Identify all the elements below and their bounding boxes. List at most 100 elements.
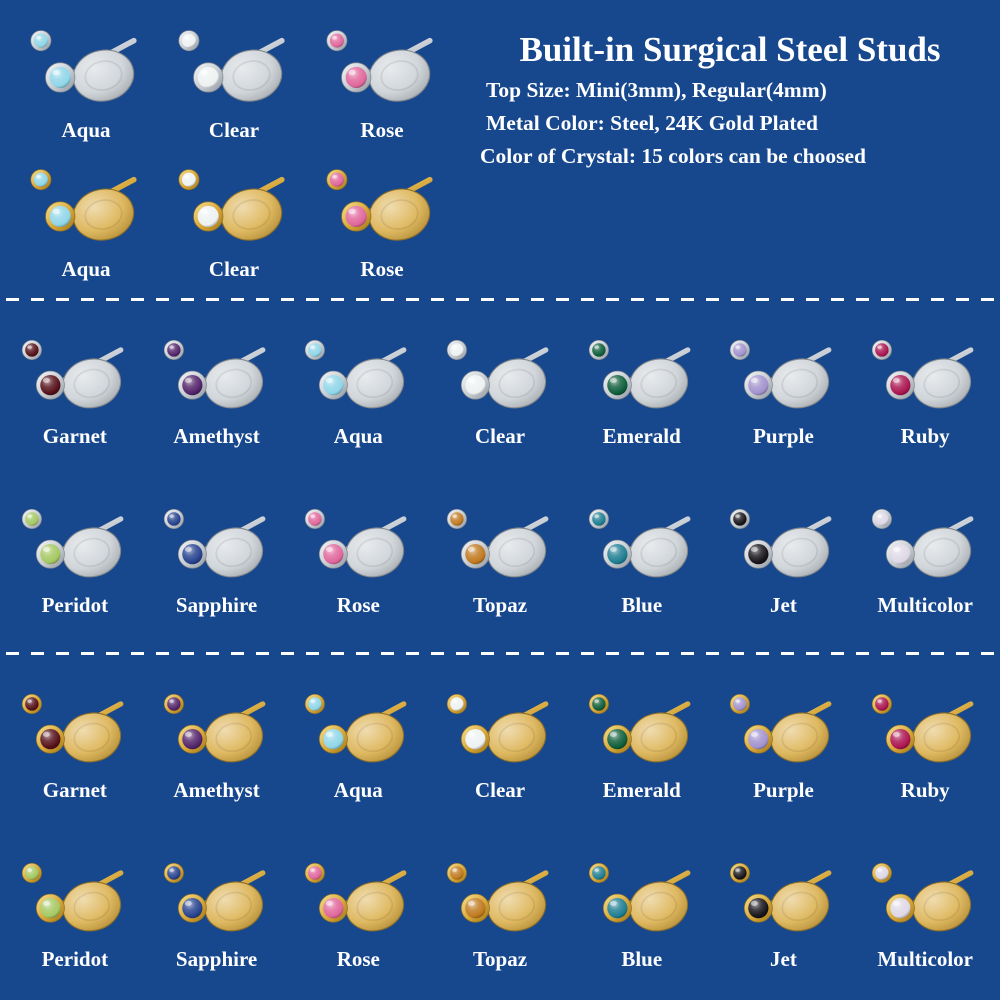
gem (748, 728, 769, 750)
loose-gem (875, 512, 889, 526)
earring-back-ring (781, 537, 819, 568)
loose-gem (733, 512, 748, 526)
stud-label: Multicolor (877, 947, 973, 972)
gold-studs-section: Garnet Amethyst Aqua (0, 661, 1000, 1000)
stud-item-steel-blue: Blue (571, 477, 713, 647)
stud-label: Clear (474, 423, 526, 448)
earring-back-ring (214, 891, 252, 922)
stud-photo (730, 693, 832, 763)
gem (465, 898, 486, 919)
stud-item-steel-jet: Jet (713, 477, 855, 647)
gem-highlight (751, 546, 759, 553)
gem-highlight (326, 900, 334, 907)
loose-gem (25, 512, 39, 526)
earring-back-disc (912, 712, 972, 763)
loose-gem-highlight (27, 345, 32, 349)
loose-gem (166, 697, 181, 711)
stud-photo (730, 509, 832, 578)
loose-gem-highlight (168, 345, 174, 349)
loose-gem (591, 697, 606, 711)
earring-back-disc (770, 712, 830, 763)
loose-gem-highlight (735, 699, 741, 703)
earring-back-ring (498, 891, 536, 922)
loose-gem (875, 866, 889, 880)
stud-label: Sapphire (175, 947, 258, 972)
earring-back-ring (356, 722, 394, 752)
stud-item-steel-aqua: Aqua (12, 14, 160, 153)
earring-back-ring (781, 722, 819, 752)
gem-highlight (184, 546, 192, 553)
loose-gem-highlight (877, 868, 883, 873)
earring-back-ring (380, 59, 419, 91)
gem-highlight (348, 69, 356, 75)
earring-back-disc (203, 712, 263, 763)
earring-back-ring (640, 891, 677, 922)
earring-back-ring (640, 537, 677, 568)
loose-gem (166, 512, 181, 526)
loose-gem-highlight (594, 868, 599, 873)
gem-highlight (467, 731, 475, 737)
loose-gem-highlight (310, 345, 316, 349)
stud-label: Emerald (602, 423, 681, 448)
earring-back-disc (487, 527, 547, 578)
earring-back-ring (232, 198, 271, 230)
loose-gem-highlight (168, 699, 174, 703)
header-block: Built-in Surgical Steel Studs Top Size: … (462, 14, 992, 292)
earring-back-disc (203, 881, 263, 932)
loose-gem-highlight (36, 35, 41, 40)
earring-back-disc (770, 527, 830, 578)
stud-item-gold-purple: Purple (713, 661, 855, 831)
loose-gem-highlight (735, 514, 741, 519)
loose-gem-highlight (877, 699, 883, 703)
stud-label: Ruby (900, 777, 950, 802)
stud-label: Clear (208, 117, 260, 142)
loose-gem (33, 33, 48, 48)
gem-highlight (467, 377, 475, 383)
gem (181, 374, 203, 396)
gem-highlight (348, 208, 356, 214)
stud-item-steel-emerald: Emerald (571, 307, 713, 477)
stud-photo (326, 168, 433, 241)
stud-photo (446, 693, 549, 763)
gem-highlight (751, 377, 759, 383)
loose-gem-highlight (310, 514, 316, 519)
stud-item-gold-clear: Clear (429, 661, 571, 831)
stud-photo (163, 863, 265, 932)
loose-gem-highlight (184, 174, 189, 179)
stud-photo (21, 863, 124, 932)
earring-back-ring (640, 368, 677, 398)
stud-label: Blue (621, 593, 663, 618)
loose-gem (329, 172, 344, 187)
loose-gem (25, 866, 39, 880)
gem (40, 898, 61, 919)
stud-photo (872, 509, 974, 578)
stud-item-gold-peridot: Peridot (4, 831, 146, 1000)
stud-label: Jet (770, 947, 797, 972)
stud-photo (588, 863, 691, 932)
gem-highlight (751, 900, 759, 907)
loose-gem-highlight (184, 35, 189, 40)
stud-photo (163, 693, 265, 763)
loose-gem (450, 512, 464, 526)
stud-label: Rose (360, 256, 404, 281)
loose-gem (591, 512, 606, 526)
spec-metal-color: Metal Color: Steel, 24K Gold Plated (486, 111, 818, 135)
earring-back-ring (84, 198, 123, 230)
stud-item-gold-rose: Rose (308, 153, 456, 292)
loose-gem-highlight (332, 35, 337, 40)
earring-back-ring (498, 722, 536, 752)
gold-row-1: Garnet Amethyst Aqua (0, 661, 1000, 831)
earring-back-ring (73, 722, 110, 752)
stud-item-steel-garnet: Garnet (4, 307, 146, 477)
loose-gem-highlight (332, 174, 337, 179)
loose-gem (181, 172, 196, 187)
gem (40, 544, 61, 565)
gem (40, 374, 61, 396)
top-area: Aqua Clear Rose (0, 0, 1000, 292)
loose-gem-highlight (452, 345, 457, 349)
stud-photo (588, 693, 691, 763)
gem-highlight (893, 900, 901, 907)
loose-gem-highlight (594, 514, 599, 519)
stud-photo (305, 693, 407, 763)
stud-item-steel-multicolor: Multicolor (854, 477, 996, 647)
